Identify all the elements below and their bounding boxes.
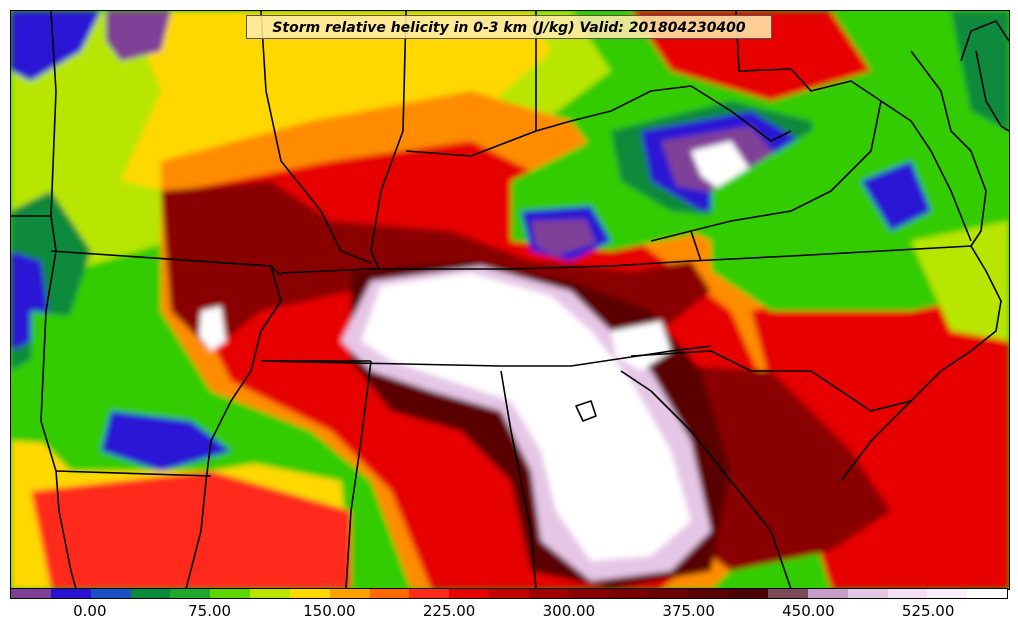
- field-white-core: [361, 273, 691, 561]
- colorbar-segment: [768, 589, 808, 598]
- colorbar-tick-label: 150.00: [303, 602, 356, 620]
- colorbar-segment: [967, 589, 1008, 598]
- field-blue-va: [861, 161, 931, 231]
- colorbar-segment: [927, 589, 968, 598]
- boundary-ms-al: [345, 360, 372, 589]
- colorbar-segment: [528, 589, 569, 598]
- boundary-la-north: [55, 470, 77, 589]
- field-red-south: [31, 471, 351, 589]
- colorbar-segment: [489, 589, 529, 598]
- colorbar-segment: [130, 589, 171, 598]
- colorbar-segment: [90, 589, 131, 598]
- boundary-mississippi-river: [185, 265, 282, 589]
- colorbar-segment: [50, 589, 91, 598]
- colorbar-segment: [170, 589, 211, 598]
- colorbar-segment: [648, 589, 689, 598]
- field-lime-va: [911, 221, 1009, 341]
- colorbar-tick-label: 0.00: [73, 602, 107, 620]
- colorbar-segment: [210, 589, 251, 598]
- colorbar-segment: [409, 589, 450, 598]
- boundary-ohio-river: [405, 85, 792, 157]
- boundary-mid-atlantic-coast: [910, 50, 987, 247]
- colorbar-tick-label: 225.00: [422, 602, 476, 620]
- field-white-west: [199, 306, 226, 351]
- colorbar-segment: [847, 589, 888, 598]
- colorbar-tick-label: 75.00: [188, 602, 232, 620]
- boundary-ok-ar: [40, 215, 57, 422]
- boundary-nc-coast: [840, 245, 1002, 482]
- field-purple-nw: [106, 11, 171, 61]
- boundary-nc-sc: [630, 350, 912, 412]
- colorbar-tick-label: 525.00: [901, 602, 955, 620]
- colorbar-segment: [688, 589, 729, 598]
- boundary-de-nj: [960, 20, 1009, 62]
- helicity-map: [11, 11, 1009, 589]
- boundary-wv-va: [690, 68, 882, 232]
- field-blue-arklatex: [101, 411, 231, 471]
- boundary-ga-sc: [620, 370, 792, 589]
- boundary-ky-va: [650, 230, 702, 262]
- boundary-md-va: [880, 100, 972, 242]
- map-title: Storm relative helicity in 0-3 km (J/kg)…: [272, 20, 746, 36]
- field-blue-nw: [11, 11, 101, 81]
- boundary-tn-ky: [280, 245, 972, 274]
- colorbar-segment: [608, 589, 649, 598]
- colorbar-segment: [807, 589, 848, 598]
- boundary-ks-mo: [50, 11, 57, 217]
- colorbar-tick-label: 450.00: [782, 602, 835, 620]
- colorbar-tick-label: 375.00: [662, 602, 715, 620]
- boundary-il-in: [370, 11, 407, 270]
- colorbar-segment: [568, 589, 609, 598]
- boundary-al-ga: [500, 370, 537, 589]
- colorbar-segment: [449, 589, 490, 598]
- colorbar-segment: [250, 589, 290, 598]
- boundary-ne-coast: [975, 50, 1009, 132]
- map-panel: [10, 10, 1010, 590]
- colorbar-labels: 0.00 75.00 150.00 225.00 300.00 375.00 450.00 5…: [10, 602, 1008, 624]
- map-title-box: Storm relative helicity in 0-3 km (J/kg)…: [246, 15, 772, 39]
- colorbar-segment: [11, 589, 51, 598]
- colorbar-segment: [329, 589, 370, 598]
- colorbar-segment: [887, 589, 928, 598]
- boundary-il-mo: [260, 11, 372, 264]
- colorbar-segment: [289, 589, 330, 598]
- colorbar-tick-label: 300.00: [542, 602, 596, 620]
- field-purple-ky: [531, 219, 596, 256]
- boundary-tn-south: [260, 345, 712, 367]
- colorbar-segment: [728, 589, 769, 598]
- colorbar-segment: [369, 589, 410, 598]
- colorbar: [10, 588, 1008, 599]
- boundary-lake: [575, 400, 597, 422]
